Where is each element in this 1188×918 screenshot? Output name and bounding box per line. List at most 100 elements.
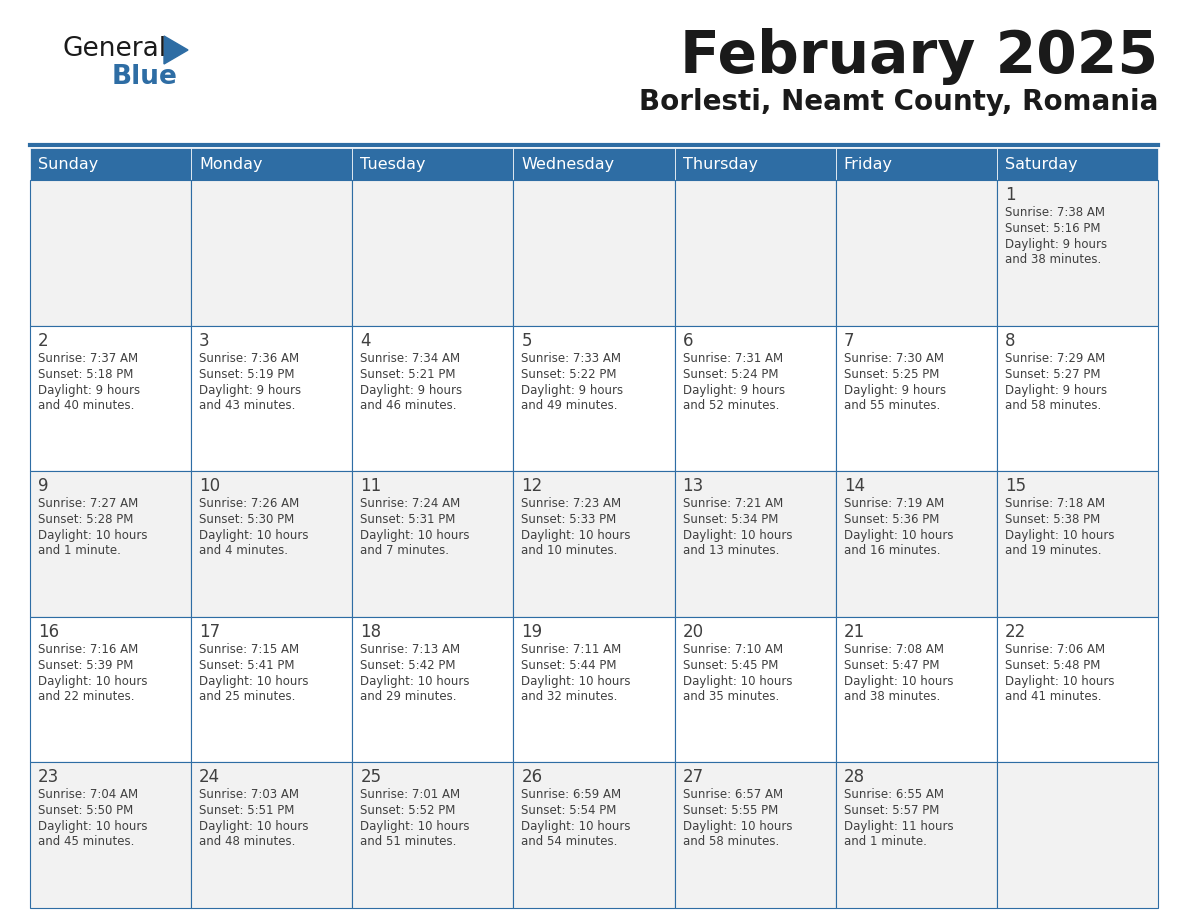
Text: Daylight: 10 hours: Daylight: 10 hours <box>1005 529 1114 543</box>
Bar <box>191 180 353 326</box>
Text: and 38 minutes.: and 38 minutes. <box>843 689 940 703</box>
Text: Daylight: 10 hours: Daylight: 10 hours <box>522 821 631 834</box>
Text: Sunrise: 7:18 AM: Sunrise: 7:18 AM <box>1005 498 1105 510</box>
Text: and 54 minutes.: and 54 minutes. <box>522 835 618 848</box>
Text: and 19 minutes.: and 19 minutes. <box>1005 544 1101 557</box>
Text: Sunrise: 6:57 AM: Sunrise: 6:57 AM <box>683 789 783 801</box>
Text: and 46 minutes.: and 46 minutes. <box>360 398 456 411</box>
Bar <box>513 180 675 326</box>
Text: Sunrise: 7:08 AM: Sunrise: 7:08 AM <box>843 643 943 655</box>
Text: Daylight: 10 hours: Daylight: 10 hours <box>200 821 309 834</box>
Bar <box>30 763 191 908</box>
Bar <box>513 148 675 180</box>
Text: and 4 minutes.: and 4 minutes. <box>200 544 289 557</box>
Text: Daylight: 10 hours: Daylight: 10 hours <box>843 529 953 543</box>
Bar <box>835 326 997 471</box>
Text: Daylight: 10 hours: Daylight: 10 hours <box>200 675 309 688</box>
Text: 5: 5 <box>522 331 532 350</box>
Text: and 10 minutes.: and 10 minutes. <box>522 544 618 557</box>
Bar <box>353 763 513 908</box>
Text: Sunset: 5:54 PM: Sunset: 5:54 PM <box>522 804 617 817</box>
Text: and 38 minutes.: and 38 minutes. <box>1005 253 1101 266</box>
Text: 17: 17 <box>200 622 220 641</box>
Text: Daylight: 9 hours: Daylight: 9 hours <box>360 384 462 397</box>
Bar <box>513 326 675 471</box>
Text: and 1 minute.: and 1 minute. <box>38 544 121 557</box>
Text: Sunset: 5:38 PM: Sunset: 5:38 PM <box>1005 513 1100 526</box>
Text: Sunrise: 7:21 AM: Sunrise: 7:21 AM <box>683 498 783 510</box>
Text: Sunrise: 7:23 AM: Sunrise: 7:23 AM <box>522 498 621 510</box>
Text: and 58 minutes.: and 58 minutes. <box>1005 398 1101 411</box>
Bar <box>513 763 675 908</box>
Text: February 2025: February 2025 <box>680 28 1158 85</box>
Text: Saturday: Saturday <box>1005 156 1078 172</box>
Bar <box>191 326 353 471</box>
Text: 10: 10 <box>200 477 220 495</box>
Text: Daylight: 10 hours: Daylight: 10 hours <box>683 821 792 834</box>
Text: 15: 15 <box>1005 477 1026 495</box>
Bar <box>513 617 675 763</box>
Text: Sunrise: 7:26 AM: Sunrise: 7:26 AM <box>200 498 299 510</box>
Text: Daylight: 10 hours: Daylight: 10 hours <box>683 529 792 543</box>
Text: Sunrise: 7:10 AM: Sunrise: 7:10 AM <box>683 643 783 655</box>
Text: Daylight: 10 hours: Daylight: 10 hours <box>1005 675 1114 688</box>
Text: Daylight: 10 hours: Daylight: 10 hours <box>360 675 469 688</box>
Text: 28: 28 <box>843 768 865 787</box>
Text: Daylight: 9 hours: Daylight: 9 hours <box>843 384 946 397</box>
Text: 7: 7 <box>843 331 854 350</box>
Bar <box>30 148 191 180</box>
Text: Sunset: 5:41 PM: Sunset: 5:41 PM <box>200 659 295 672</box>
Text: Borlesti, Neamt County, Romania: Borlesti, Neamt County, Romania <box>639 88 1158 116</box>
Text: and 49 minutes.: and 49 minutes. <box>522 398 618 411</box>
Bar <box>675 617 835 763</box>
Text: Sunset: 5:52 PM: Sunset: 5:52 PM <box>360 804 456 817</box>
Text: Sunset: 5:51 PM: Sunset: 5:51 PM <box>200 804 295 817</box>
Text: Sunset: 5:39 PM: Sunset: 5:39 PM <box>38 659 133 672</box>
Text: and 25 minutes.: and 25 minutes. <box>200 689 296 703</box>
Text: Sunrise: 7:27 AM: Sunrise: 7:27 AM <box>38 498 138 510</box>
Text: 25: 25 <box>360 768 381 787</box>
Text: Friday: Friday <box>843 156 892 172</box>
Text: 2: 2 <box>38 331 49 350</box>
Text: Sunset: 5:21 PM: Sunset: 5:21 PM <box>360 367 456 381</box>
Text: Daylight: 10 hours: Daylight: 10 hours <box>38 821 147 834</box>
Polygon shape <box>164 36 188 64</box>
Bar <box>353 180 513 326</box>
Text: Daylight: 10 hours: Daylight: 10 hours <box>843 675 953 688</box>
Text: Sunset: 5:55 PM: Sunset: 5:55 PM <box>683 804 778 817</box>
Text: Sunset: 5:25 PM: Sunset: 5:25 PM <box>843 367 939 381</box>
Text: 19: 19 <box>522 622 543 641</box>
Bar <box>30 326 191 471</box>
Text: Sunday: Sunday <box>38 156 99 172</box>
Text: 9: 9 <box>38 477 49 495</box>
Text: Sunrise: 6:59 AM: Sunrise: 6:59 AM <box>522 789 621 801</box>
Text: Wednesday: Wednesday <box>522 156 614 172</box>
Text: and 43 minutes.: and 43 minutes. <box>200 398 296 411</box>
Text: 24: 24 <box>200 768 220 787</box>
Text: 23: 23 <box>38 768 59 787</box>
Bar <box>997 326 1158 471</box>
Text: and 48 minutes.: and 48 minutes. <box>200 835 296 848</box>
Text: Sunrise: 7:29 AM: Sunrise: 7:29 AM <box>1005 352 1105 364</box>
Text: Blue: Blue <box>112 64 178 90</box>
Bar <box>353 471 513 617</box>
Text: Daylight: 9 hours: Daylight: 9 hours <box>38 384 140 397</box>
Bar <box>513 471 675 617</box>
Text: Sunrise: 7:33 AM: Sunrise: 7:33 AM <box>522 352 621 364</box>
Bar <box>675 148 835 180</box>
Text: 4: 4 <box>360 331 371 350</box>
Text: Sunrise: 7:19 AM: Sunrise: 7:19 AM <box>843 498 944 510</box>
Text: Sunset: 5:28 PM: Sunset: 5:28 PM <box>38 513 133 526</box>
Text: Daylight: 9 hours: Daylight: 9 hours <box>200 384 302 397</box>
Bar <box>191 148 353 180</box>
Text: and 58 minutes.: and 58 minutes. <box>683 835 779 848</box>
Text: Daylight: 10 hours: Daylight: 10 hours <box>360 821 469 834</box>
Text: Sunrise: 7:30 AM: Sunrise: 7:30 AM <box>843 352 943 364</box>
Text: 27: 27 <box>683 768 703 787</box>
Text: Daylight: 10 hours: Daylight: 10 hours <box>683 675 792 688</box>
Bar <box>191 471 353 617</box>
Text: Daylight: 9 hours: Daylight: 9 hours <box>522 384 624 397</box>
Bar <box>835 148 997 180</box>
Bar <box>191 617 353 763</box>
Text: Sunrise: 7:15 AM: Sunrise: 7:15 AM <box>200 643 299 655</box>
